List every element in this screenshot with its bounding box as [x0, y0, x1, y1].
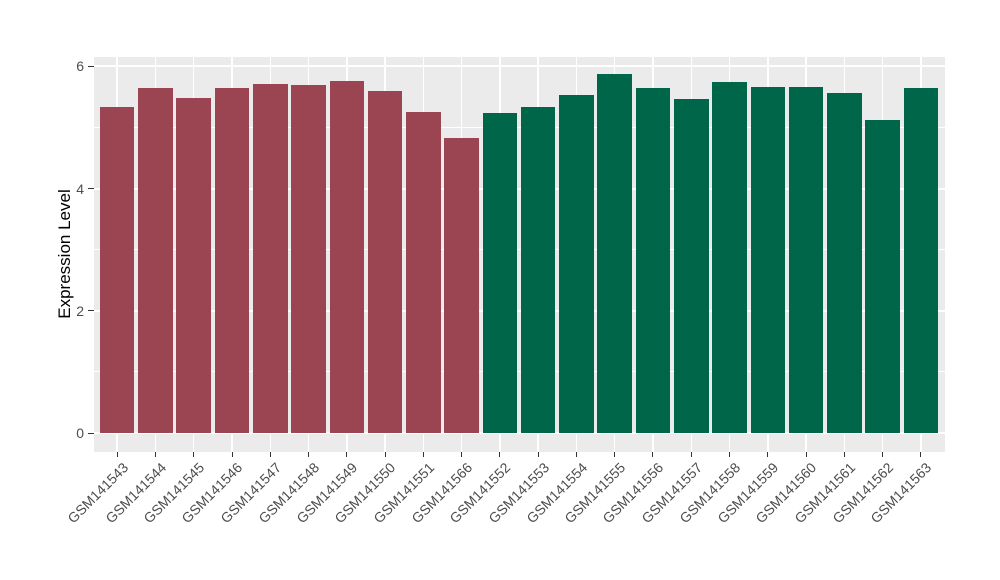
major-gridline	[94, 65, 945, 68]
bar-GSM141553	[520, 107, 556, 433]
bar-GSM141547	[253, 84, 288, 433]
x-tick-mark	[346, 452, 348, 457]
x-tick-mark	[461, 452, 463, 457]
x-tick-mark	[882, 452, 884, 457]
bar-GSM141561	[827, 93, 862, 433]
bar-GSM141548	[291, 84, 326, 433]
y-tick-mark	[88, 310, 94, 312]
bar-GSM141551	[406, 112, 441, 433]
bar-GSM141559	[750, 86, 786, 433]
x-tick-mark	[193, 452, 195, 457]
bar-GSM141552	[482, 112, 518, 433]
x-tick-mark	[805, 452, 807, 457]
minor-gridline	[94, 249, 945, 251]
y-tick-label: 0	[76, 425, 84, 441]
bar-GSM141560	[788, 86, 824, 433]
bar-GSM141562	[865, 119, 900, 433]
x-tick-mark	[843, 452, 845, 457]
minor-gridline	[94, 127, 945, 128]
major-gridline	[94, 432, 945, 434]
bar-GSM141554	[559, 94, 594, 433]
y-axis-title: Expression Level	[55, 189, 74, 319]
bar-GSM141555	[597, 74, 632, 433]
bar-GSM141566	[444, 137, 479, 433]
x-tick-mark	[920, 452, 922, 457]
bar-GSM141563	[903, 87, 939, 433]
x-tick-mark	[652, 452, 654, 457]
bar-GSM141543	[99, 106, 135, 433]
bar-GSM141549	[329, 81, 365, 433]
y-tick-mark	[88, 432, 94, 434]
y-tick-label: 6	[76, 58, 84, 75]
y-tick-mark	[88, 65, 94, 67]
x-tick-mark	[154, 452, 156, 457]
bar-GSM141558	[712, 82, 747, 433]
y-tick-label: 4	[76, 180, 84, 197]
x-tick-mark	[499, 452, 501, 457]
bar-GSM141557	[674, 98, 709, 433]
bar-GSM141545	[176, 98, 211, 433]
bar-GSM141546	[214, 88, 250, 433]
major-gridline	[94, 309, 945, 312]
y-tick-label: 2	[76, 302, 84, 319]
x-tick-mark	[308, 452, 310, 457]
bar-GSM141544	[138, 87, 173, 433]
x-tick-mark	[269, 452, 271, 457]
x-tick-mark	[614, 452, 616, 457]
x-tick-mark	[422, 452, 424, 457]
x-tick-mark	[231, 452, 233, 457]
bar-GSM141556	[635, 88, 671, 433]
x-tick-mark	[384, 452, 386, 457]
plot-panel	[94, 57, 945, 452]
x-tick-mark	[690, 452, 692, 457]
minor-gridline	[94, 371, 945, 373]
major-gridline	[94, 187, 945, 190]
x-tick-mark	[575, 452, 577, 457]
bar-GSM141550	[367, 90, 403, 433]
x-tick-mark	[767, 452, 769, 457]
x-tick-mark	[116, 452, 118, 457]
x-tick-mark	[537, 452, 539, 457]
y-tick-mark	[88, 188, 94, 190]
x-tick-mark	[729, 452, 731, 457]
